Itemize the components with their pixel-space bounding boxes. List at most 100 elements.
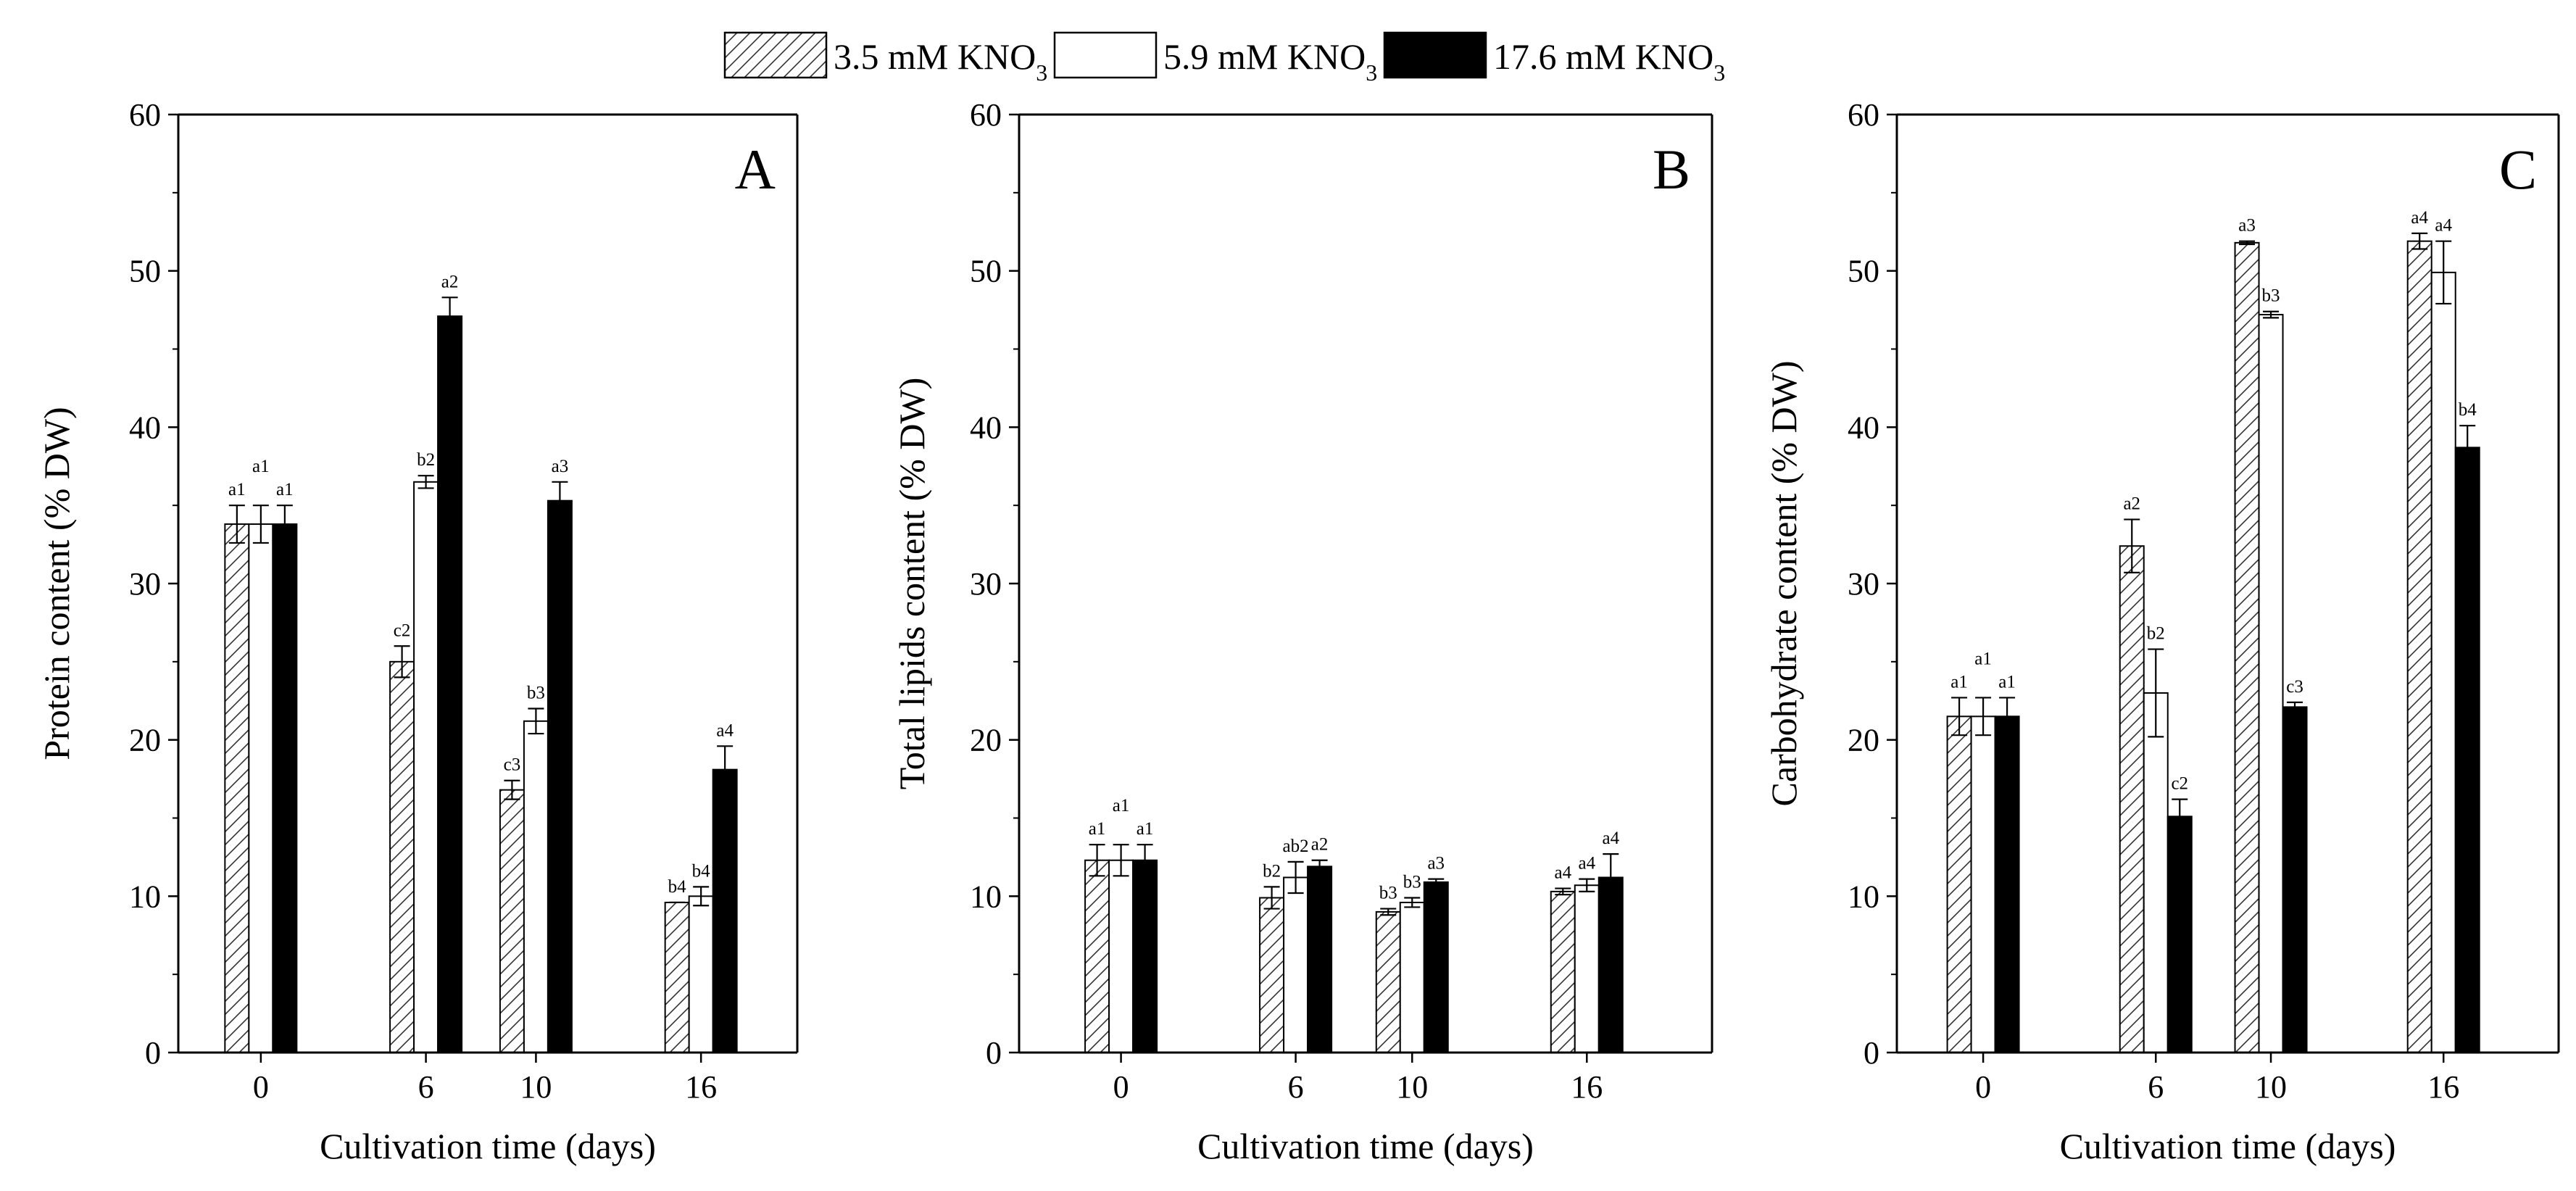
legend-sub-17-6mm: 3 [1713, 59, 1725, 86]
significance-label-b-s2-c2: a3 [1427, 854, 1445, 873]
bar-a-s2-c0 [272, 523, 298, 1053]
bar-c-s0-c0 [1946, 715, 1972, 1053]
legend-sub-5-9mm: 3 [1366, 59, 1377, 86]
y-tick-label-60: 60 [970, 97, 1002, 133]
bar-a-s1-c0 [248, 523, 274, 1053]
panel-letter: C [2499, 138, 2537, 201]
y-tick-label-10: 10 [1848, 879, 1879, 914]
significance-label-b-s1-c2: b3 [1403, 872, 1421, 892]
y-tick-label-30: 30 [129, 566, 161, 602]
y-axis-title: Protein content (% DW) [36, 407, 77, 760]
significance-label-c-s0-c3: a4 [2411, 208, 2428, 228]
y-tick-label-40: 40 [970, 410, 1002, 445]
bar-c-s0-c3 [2406, 240, 2432, 1054]
bar-c-s2-c3 [2454, 447, 2480, 1053]
bar-a-s0-c1 [389, 660, 415, 1053]
x-tick-label-16: 16 [2427, 1069, 2459, 1105]
x-tick-label-6: 6 [2148, 1069, 2164, 1105]
y-tick-label-60: 60 [129, 97, 161, 133]
bar-a-s0-c0 [224, 523, 250, 1053]
bar-a-s1-c2 [523, 720, 549, 1054]
x-tick-label-10: 10 [1396, 1069, 1428, 1105]
x-tick-label-10: 10 [520, 1069, 552, 1105]
bar-a-s2-c1 [437, 315, 463, 1053]
significance-label-c-s0-c1: a2 [2123, 494, 2140, 514]
bar-b-s0-c2 [1375, 910, 1401, 1054]
significance-label-b-s0-c1: b2 [1263, 861, 1281, 881]
bar-c-s2-c1 [2166, 816, 2193, 1054]
significance-label-a-s2-c1: a2 [441, 272, 459, 291]
chart-panel-a: a1 c2 c3 b4 a1 b2 b3 b4 a1 a2 a3 a4 0 10 20 30 40 50 60 0 6 1… [36, 97, 799, 1166]
legend-label-3-5mm: 3.5 mM KNO [834, 36, 1036, 77]
bar-c-s1-c2 [2258, 314, 2284, 1053]
x-tick-label-6: 6 [1288, 1069, 1304, 1105]
bar-b-s0-c0 [1084, 859, 1110, 1053]
significance-label-a-s1-c3: b4 [692, 861, 711, 881]
svg-text:5.9 mM KNO3: 5.9 mM KNO3 [1163, 36, 1377, 86]
bar-a-s2-c3 [712, 768, 738, 1053]
bar-b-s1-c0 [1108, 859, 1134, 1053]
legend-swatch-black [1383, 31, 1487, 79]
significance-label-c-s2-c1: c2 [2171, 774, 2188, 794]
y-tick-label-20: 20 [1848, 723, 1879, 758]
y-tick-label-50: 50 [970, 254, 1002, 289]
y-axis-title: Total lipids content (% DW) [892, 378, 932, 790]
chart-panel-c: a1 a2 a3 a4 a1 b2 b3 a4 a1 c2 c3 b4 0 10 20 30 40 50 60 0 6 1… [1763, 97, 2560, 1166]
legend-swatch-white [1053, 31, 1158, 79]
y-axis-title: Carbohydrate content (% DW) [1763, 360, 1804, 806]
bar-b-s2-c3 [1597, 876, 1624, 1054]
bar-a-s0-c3 [664, 901, 690, 1053]
significance-label-a-s1-c2: b3 [527, 684, 545, 703]
y-tick-label-0: 0 [1864, 1035, 1879, 1071]
bar-c-s0-c2 [2234, 241, 2260, 1053]
significance-label-b-s1-c0: a1 [1113, 796, 1130, 816]
legend-label-5-9mm: 5.9 mM KNO [1163, 36, 1366, 77]
bar-b-s1-c1 [1283, 876, 1309, 1054]
x-axis-title: Cultivation time (days) [2060, 1126, 2396, 1166]
significance-label-b-s2-c0: a1 [1137, 819, 1154, 839]
x-tick-label-0: 0 [1113, 1069, 1129, 1105]
significance-label-c-s0-c2: a3 [2238, 216, 2256, 236]
significance-label-b-s2-c1: a2 [1311, 835, 1329, 855]
significance-label-b-s2-c3: a4 [1602, 829, 1619, 848]
svg-text:3.5 mM KNO3: 3.5 mM KNO3 [834, 36, 1047, 86]
panel-letter: A [735, 138, 776, 201]
y-tick-label-30: 30 [970, 566, 1002, 602]
y-tick-label-60: 60 [1848, 97, 1879, 133]
significance-label-a-s0-c2: c3 [504, 755, 521, 775]
bar-b-s0-c3 [1550, 890, 1576, 1053]
y-tick-label-20: 20 [129, 723, 161, 758]
y-tick-label-0: 0 [145, 1035, 161, 1071]
legend-item-17-6mm: 17.6 mM KNO3 [1383, 31, 1725, 86]
significance-label-b-s1-c3: a4 [1578, 854, 1595, 873]
significance-label-c-s1-c3: a4 [2435, 216, 2452, 236]
y-tick-label-50: 50 [129, 254, 161, 289]
x-axis-title: Cultivation time (days) [320, 1126, 656, 1166]
y-tick-label-30: 30 [1848, 566, 1879, 602]
bar-c-s2-c0 [1994, 715, 2020, 1053]
significance-label-c-s1-c1: b2 [2147, 624, 2165, 644]
significance-label-c-s2-c2: c3 [2286, 677, 2303, 697]
bar-a-s0-c2 [499, 789, 525, 1054]
y-tick-label-10: 10 [129, 879, 161, 914]
significance-label-c-s1-c2: b3 [2262, 286, 2280, 306]
x-tick-label-16: 16 [1571, 1069, 1603, 1105]
significance-label-c-s1-c0: a1 [1974, 649, 1992, 668]
significance-label-a-s0-c1: c2 [394, 621, 411, 640]
bar-a-s1-c3 [688, 895, 714, 1054]
significance-label-c-s2-c0: a1 [1998, 672, 2016, 692]
panel-letter: B [1653, 138, 1690, 201]
legend-swatch-hatch [723, 31, 828, 79]
x-tick-label-16: 16 [685, 1069, 717, 1105]
bar-c-s1-c0 [1970, 715, 1996, 1053]
bar-b-s2-c0 [1132, 859, 1158, 1053]
bar-b-s1-c2 [1399, 901, 1425, 1053]
bar-c-s1-c3 [2430, 271, 2456, 1053]
x-tick-label-6: 6 [418, 1069, 434, 1105]
legend-sub-3-5mm: 3 [1036, 59, 1047, 86]
y-tick-label-10: 10 [970, 879, 1002, 914]
bar-a-s2-c2 [547, 499, 573, 1053]
significance-label-a-s2-c2: a3 [552, 457, 569, 476]
significance-label-c-s0-c0: a1 [1950, 672, 1968, 692]
bar-b-s2-c1 [1307, 866, 1333, 1054]
